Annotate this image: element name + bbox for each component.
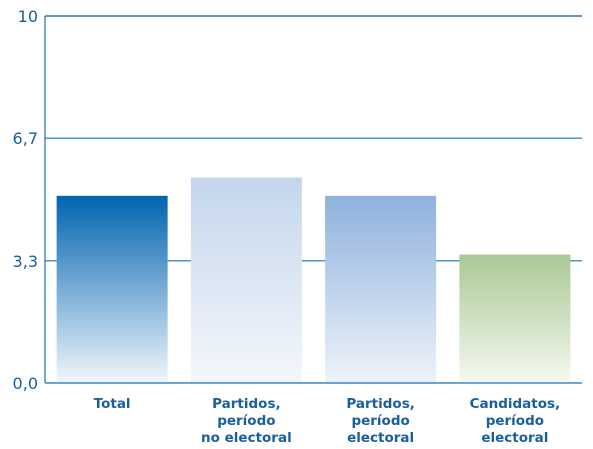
x-category-label-line: Partidos, (212, 396, 280, 412)
x-category-label: Total (94, 396, 131, 412)
y-tick-label: 3,3 (13, 252, 38, 271)
x-category-label-line: Total (94, 396, 131, 412)
bar (190, 177, 302, 383)
x-category-label-line: período (486, 413, 544, 429)
y-tick-label: 10 (18, 7, 38, 26)
bar (325, 195, 437, 383)
bar (459, 254, 571, 383)
x-category-label-line: electoral (347, 430, 414, 446)
x-category-label-line: Partidos, (346, 396, 414, 412)
y-tick-label: 6,7 (13, 129, 38, 148)
x-category-label: Partidos, período no electoral (201, 396, 292, 446)
y-tick-label: 0,0 (13, 374, 38, 393)
bars (56, 177, 571, 383)
x-category-label: Candidatos, período electoral (470, 396, 561, 446)
axes (44, 15, 582, 384)
x-category-label: Partidos, período electoral (346, 396, 414, 446)
x-category-label-line: no electoral (201, 430, 292, 446)
x-category-label-line: período (217, 413, 275, 429)
x-category-label-line: Candidatos, (470, 396, 561, 412)
x-category-label-line: período (351, 413, 409, 429)
x-category-label-line: electoral (481, 430, 548, 446)
bar (56, 195, 168, 383)
